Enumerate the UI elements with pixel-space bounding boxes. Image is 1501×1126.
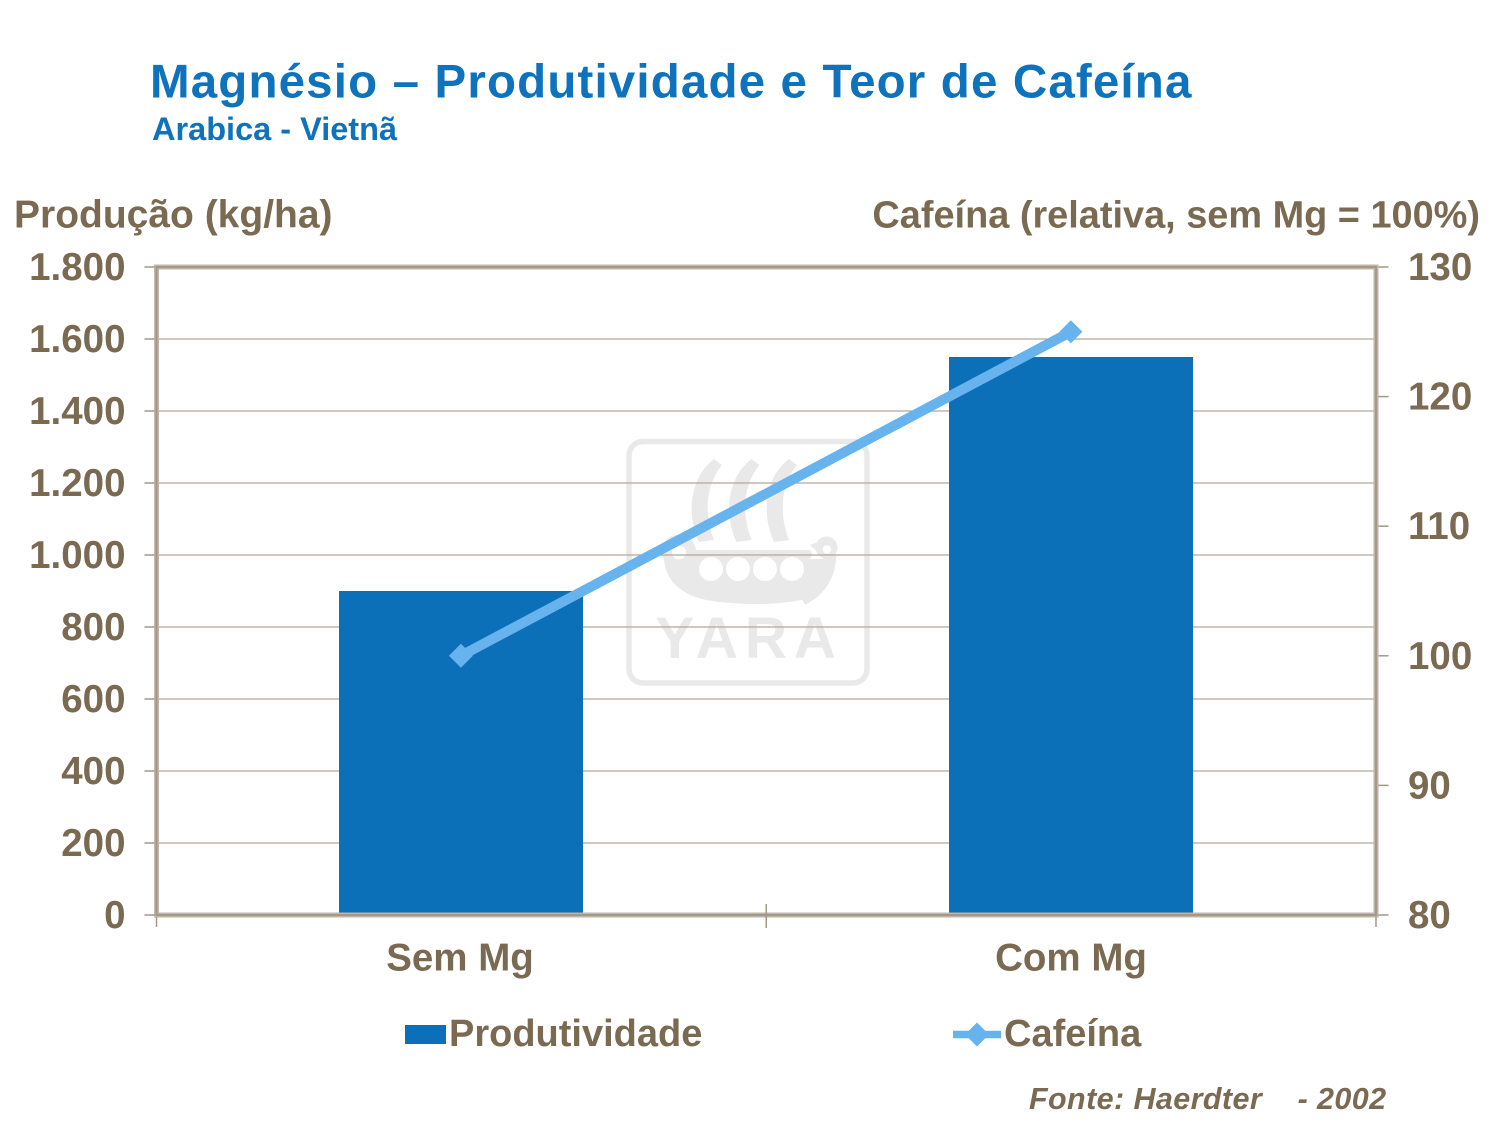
svg-text:400: 400	[61, 750, 125, 793]
svg-text:Cafeína: Cafeína	[1004, 1013, 1142, 1055]
svg-text:800: 800	[61, 606, 125, 649]
svg-text:1.200: 1.200	[29, 462, 125, 505]
svg-text:Arabica - Vietnã: Arabica - Vietnã	[152, 111, 398, 147]
svg-text:1.600: 1.600	[29, 318, 125, 361]
svg-text:200: 200	[61, 822, 125, 865]
svg-text:600: 600	[61, 678, 125, 721]
svg-text:Com Mg: Com Mg	[995, 937, 1147, 980]
svg-text:Produção (kg/ha): Produção (kg/ha)	[14, 194, 333, 237]
svg-text:130: 130	[1408, 246, 1472, 289]
svg-text:1.400: 1.400	[29, 390, 125, 433]
svg-text:Produtividade: Produtividade	[449, 1013, 702, 1055]
svg-text:110: 110	[1408, 505, 1470, 548]
svg-text:1.800: 1.800	[29, 246, 125, 289]
svg-text:Fonte: Haerdter - 2002: Fonte: Haerdter - 2002	[1029, 1082, 1386, 1116]
svg-text:Magnésio – Produtividade e Teo: Magnésio – Produtividade e Teor de Cafeí…	[150, 56, 1193, 109]
svg-text:90: 90	[1408, 764, 1451, 807]
svg-text:YARA: YARA	[655, 606, 843, 671]
svg-text:80: 80	[1408, 894, 1451, 937]
svg-text:Sem Mg: Sem Mg	[386, 937, 534, 980]
svg-text:120: 120	[1408, 376, 1472, 419]
svg-text:100: 100	[1408, 635, 1472, 678]
svg-text:0: 0	[104, 894, 125, 937]
svg-text:1.000: 1.000	[29, 534, 125, 577]
svg-text:Cafeína (relativa, sem Mg = 10: Cafeína (relativa, sem Mg = 100%)	[872, 195, 1480, 237]
